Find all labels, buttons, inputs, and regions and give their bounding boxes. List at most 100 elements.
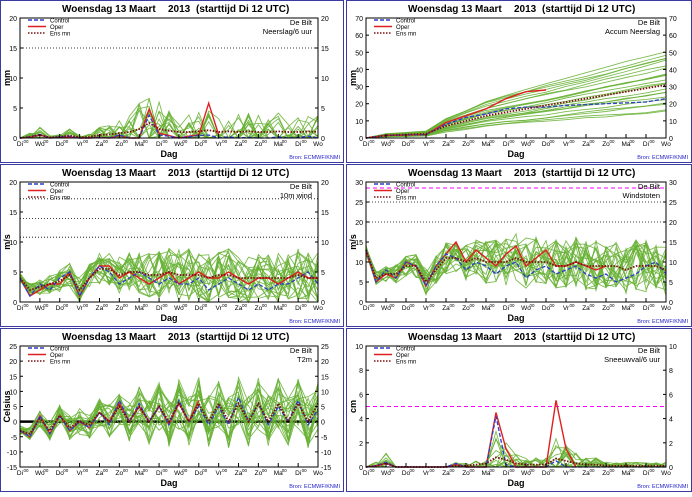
- ensemble-line: [365, 232, 667, 295]
- ensmean-line: [19, 401, 319, 435]
- x-hour-label: 00: [63, 139, 69, 144]
- x-hour-label: 00: [282, 303, 288, 308]
- ensemble-line: [19, 248, 319, 303]
- x-hour-label: 00: [649, 303, 655, 308]
- x-hour-label: 00: [509, 303, 515, 308]
- x-hour-label: 00: [389, 139, 395, 144]
- y-tick-label-right: 10: [669, 119, 677, 126]
- y-tick-label-right: 10: [321, 76, 329, 83]
- y-tick-label-right: 20: [669, 102, 677, 109]
- y-tick-label-right: -15: [321, 465, 331, 472]
- legend-label: Oper: [396, 189, 409, 195]
- legend-label: Control: [50, 347, 69, 353]
- x-hour-label: 00: [123, 303, 129, 308]
- x-hour-label: 00: [83, 468, 89, 473]
- ensemble-line: [19, 378, 319, 441]
- ensemble-line: [365, 58, 667, 139]
- x-tick-label: Do: [542, 141, 551, 148]
- x-tick-label: Ma: [135, 141, 144, 148]
- x-tick-label: Za: [235, 141, 243, 148]
- x-tick-label: Di: [17, 141, 23, 148]
- chart-accum-neerslag: Woensdag 13 Maart 2013 (starttijd Di 12 UT…: [348, 4, 688, 161]
- x-tick-label: Ma: [135, 470, 144, 477]
- x-tick-label: Vr: [216, 305, 223, 312]
- x-tick-label: Di: [295, 141, 301, 148]
- y-tick-label-left: 20: [9, 180, 17, 187]
- y-tick-label-right: 20: [321, 359, 329, 366]
- header-date: Woensdag 13 Maart: [408, 168, 502, 179]
- y-tick-label-left: 20: [355, 220, 363, 227]
- x-tick-label: Do: [542, 470, 551, 477]
- x-hour-label: 00: [549, 468, 555, 473]
- x-tick-label: Di: [156, 470, 162, 477]
- x-hour-label: 00: [222, 468, 228, 473]
- x-hour-label: 00: [182, 468, 188, 473]
- y-tick-label-left: 30: [355, 85, 363, 92]
- legend-label: Control: [396, 347, 415, 353]
- x-tick-label: Wo: [174, 141, 184, 148]
- y-tick-label-right: -5: [321, 435, 327, 442]
- x-tick-label: Wo: [313, 141, 323, 148]
- x-hour-label: 00: [43, 468, 49, 473]
- x-hour-label: 00: [609, 303, 615, 308]
- x-hour-label: 00: [469, 303, 475, 308]
- x-hour-label: 00: [163, 139, 169, 144]
- y-tick-label-left: 10: [9, 389, 17, 396]
- x-hour-label: 00: [282, 139, 288, 144]
- y-tick-label-left: 15: [9, 210, 17, 217]
- x-hour-label: 00: [449, 139, 455, 144]
- panel-sneeuwval: Woensdag 13 Maart 2013 (starttijd Di 12 UT…: [346, 328, 692, 492]
- x-hour-label: 00: [629, 303, 635, 308]
- x-tick-label: Zo: [602, 141, 610, 148]
- x-tick-label: Do: [402, 305, 411, 312]
- panel-t2m: Woensdag 13 Maart 2013 (starttijd Di 12 UT…: [0, 328, 344, 492]
- x-tick-label: Zo: [462, 305, 470, 312]
- x-hour-label: 00: [489, 139, 495, 144]
- x-tick-label: Vr: [76, 470, 83, 477]
- ensemble-line: [365, 51, 667, 139]
- y-tick-label-right: 10: [321, 389, 329, 396]
- y-tick-label-right: 15: [321, 46, 329, 53]
- x-tick-label: Di: [363, 470, 369, 477]
- y-tick-label-right: 6: [669, 392, 673, 399]
- x-tick-label: Zo: [255, 470, 263, 477]
- header-run: (starttijd Di 12 UTC): [542, 4, 635, 15]
- x-tick-label: Wo: [35, 305, 45, 312]
- ensemble-line: [19, 255, 319, 302]
- station-label: De Bilt: [638, 18, 661, 27]
- x-hour-label: 00: [302, 468, 308, 473]
- header-date: Woensdag 13 Maart: [62, 4, 156, 15]
- y-axis-label: m/s: [2, 234, 12, 250]
- header-date: Woensdag 13 Maart: [408, 4, 502, 15]
- x-hour-label: 00: [143, 139, 149, 144]
- x-hour-label: 00: [103, 468, 109, 473]
- y-tick-label-right: 5: [321, 405, 325, 412]
- y-axis-label: Celsius: [2, 390, 12, 422]
- ensemble-members: [365, 51, 667, 139]
- x-hour-label: 00: [569, 303, 575, 308]
- station-label: De Bilt: [290, 346, 313, 355]
- x-hour-label: 00: [143, 468, 149, 473]
- x-hour-label: 00: [202, 303, 208, 308]
- x-tick-label: Do: [542, 305, 551, 312]
- x-hour-label: 00: [123, 468, 129, 473]
- ensemble-members: [19, 375, 319, 448]
- y-tick-label-left: 15: [9, 46, 17, 53]
- x-tick-label: Do: [56, 141, 65, 148]
- y-tick-label-right: 30: [669, 85, 677, 92]
- x-hour-label: 00: [242, 303, 248, 308]
- y-tick-label-right: 20: [321, 180, 329, 187]
- ensemble-line: [19, 252, 319, 303]
- y-tick-label-right: 40: [669, 67, 677, 74]
- x-tick-label: Wo: [661, 470, 671, 477]
- chart-sneeuwval: Woensdag 13 Maart 2013 (starttijd Di 12 UT…: [348, 332, 688, 490]
- x-tick-label: Do: [195, 470, 204, 477]
- y-tick-label-right: 0: [321, 420, 325, 427]
- x-hour-label: 00: [83, 303, 89, 308]
- y-tick-label-left: 60: [355, 33, 363, 40]
- x-tick-label: Di: [503, 141, 509, 148]
- x-hour-label: 00: [369, 303, 375, 308]
- ensmean-line: [365, 84, 667, 139]
- y-tick-label-left: 5: [359, 280, 363, 287]
